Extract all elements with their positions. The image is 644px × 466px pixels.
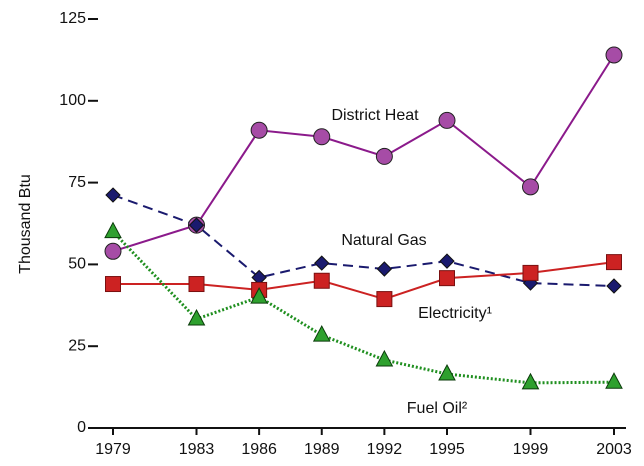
data-point [439, 270, 455, 287]
y-tick-label: 75 [68, 174, 86, 191]
data-point [250, 121, 268, 139]
series-label: Natural Gas [341, 232, 426, 249]
data-point [439, 253, 455, 269]
data-point [313, 272, 330, 289]
data-point [438, 363, 456, 381]
data-point [605, 46, 623, 64]
series-line [113, 261, 615, 301]
data-point [438, 111, 456, 129]
data-point [313, 128, 331, 146]
series-label: Electricity¹ [418, 305, 492, 322]
series-line [112, 194, 615, 287]
series-label: Fuel Oil² [407, 400, 468, 417]
data-point [376, 291, 393, 308]
x-tick-label: 2003 [596, 441, 632, 458]
series-label: District Heat [331, 107, 419, 124]
data-point [521, 372, 540, 390]
data-point [606, 254, 622, 271]
x-tick-label: 1995 [429, 441, 465, 458]
y-tick-label: 25 [68, 337, 86, 354]
data-point [188, 276, 205, 293]
x-tick-label: 1979 [95, 441, 131, 458]
data-point [105, 276, 121, 293]
series-line [112, 54, 615, 253]
data-point [375, 147, 393, 165]
x-tick-label: 1989 [304, 441, 340, 458]
data-point [188, 217, 205, 233]
data-point [312, 325, 331, 342]
y-axis-label: Thousand Btu [17, 174, 34, 274]
data-point [375, 349, 394, 367]
series-line [111, 230, 615, 385]
x-tick-label: 1999 [513, 441, 549, 458]
data-point [104, 221, 122, 239]
y-tick-label: 100 [59, 92, 86, 109]
y-tick-label: 125 [59, 10, 86, 27]
data-point [522, 178, 539, 196]
data-point [606, 278, 622, 294]
x-tick-label: 1992 [367, 441, 403, 458]
data-point [522, 264, 539, 281]
data-point [250, 287, 268, 304]
x-tick-label: 1986 [241, 441, 277, 458]
data-point [187, 308, 206, 326]
data-point [105, 187, 121, 203]
y-tick-label: 0 [77, 419, 86, 436]
data-point [314, 255, 330, 271]
data-point [376, 261, 393, 277]
data-point [104, 242, 122, 260]
x-tick-label: 1983 [179, 441, 215, 458]
data-point [605, 372, 623, 389]
y-tick-label: 50 [68, 256, 86, 273]
